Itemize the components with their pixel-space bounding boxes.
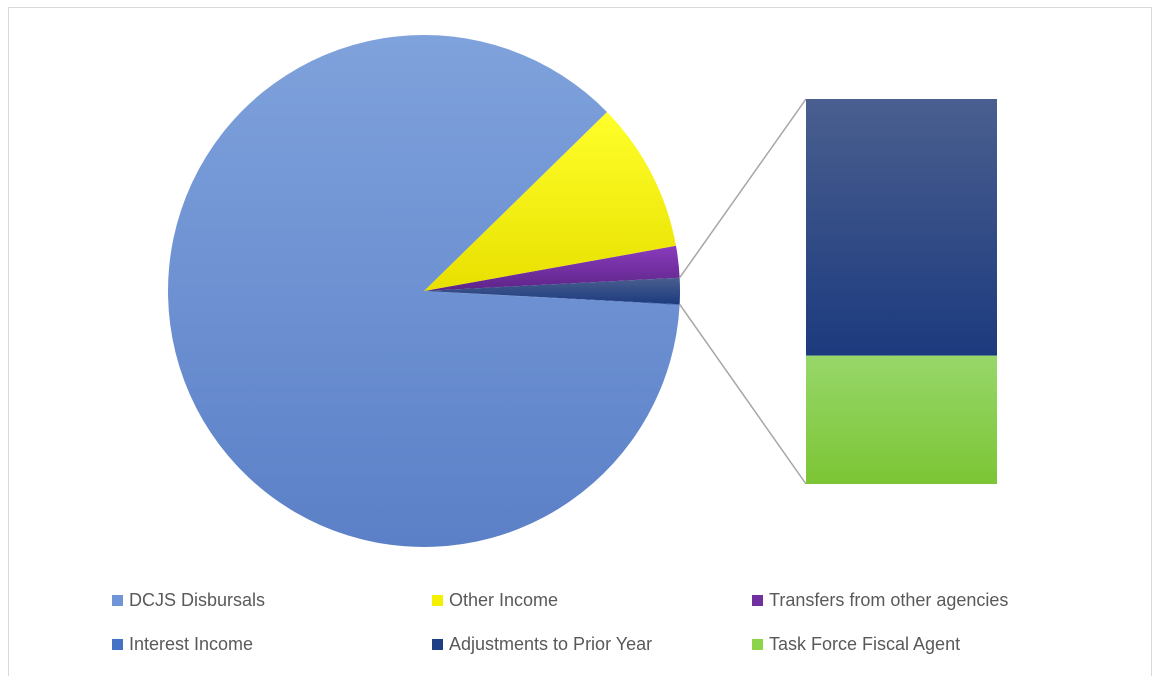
pie-group bbox=[168, 35, 681, 548]
secondary-bar-group bbox=[806, 99, 997, 484]
bar-segment-adjustments-to-prior-year bbox=[806, 99, 997, 356]
pie-slice-other-income bbox=[424, 111, 676, 291]
connector-line-top bbox=[679, 98, 807, 279]
connector-lines bbox=[679, 98, 807, 485]
bar-segment-task-force-fiscal-agent bbox=[806, 355, 997, 484]
pie-slice-interest-income bbox=[424, 291, 680, 306]
pie-slice-bar-group bbox=[424, 277, 681, 305]
pie-slice-dcjs-disbursals bbox=[168, 35, 680, 548]
connector-line-bottom bbox=[679, 303, 807, 485]
pie-slice-transfers-from-other-agencies bbox=[424, 245, 680, 291]
